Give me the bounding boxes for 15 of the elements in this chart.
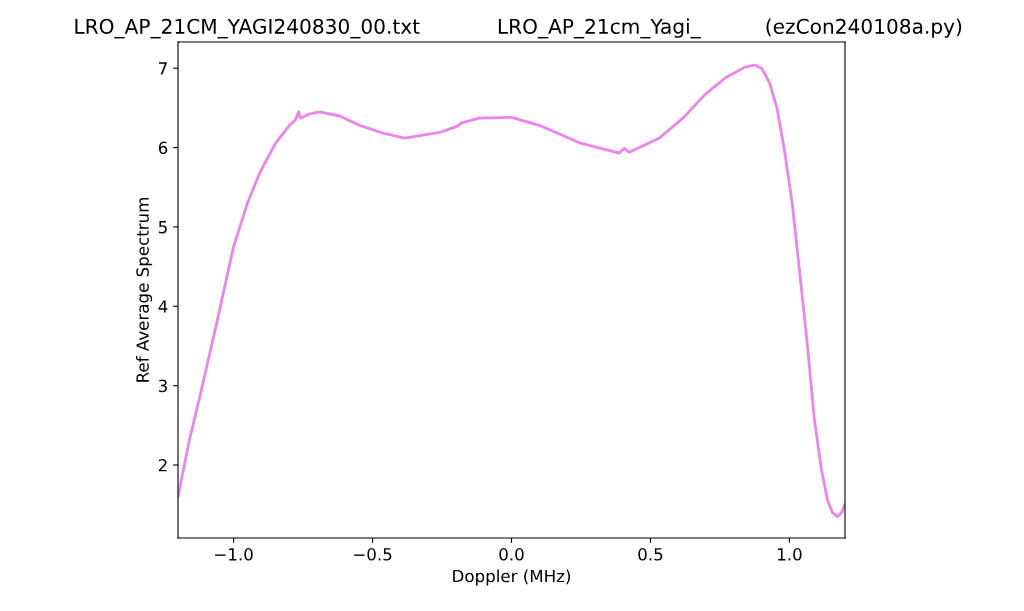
y-axis-title: Ref Average Spectrum <box>135 198 153 382</box>
y-tick-label: 7 <box>159 62 167 75</box>
x-tick-label: −1.0 <box>215 548 253 561</box>
chart-title: LRO_AP_21CM_YAGI240830_00.txt LRO_AP_21cm_Yagi_ (ezCon240108a.py) <box>75 18 962 39</box>
y-tick-label: 2 <box>158 458 167 472</box>
y-tick-label: 3 <box>158 379 167 393</box>
x-tick-label: −0.5 <box>354 548 392 561</box>
line-series <box>178 63 845 518</box>
y-tick-label: 6 <box>158 141 168 155</box>
x-tick-label: 0.0 <box>499 548 524 561</box>
x-tick-label: 1.0 <box>777 548 802 561</box>
x-tick-label: 0.5 <box>638 548 663 561</box>
y-tick-label: 4 <box>158 300 168 313</box>
x-axis-title: Doppler (MHz) <box>453 569 571 586</box>
y-tick-label: 5 <box>158 221 167 234</box>
